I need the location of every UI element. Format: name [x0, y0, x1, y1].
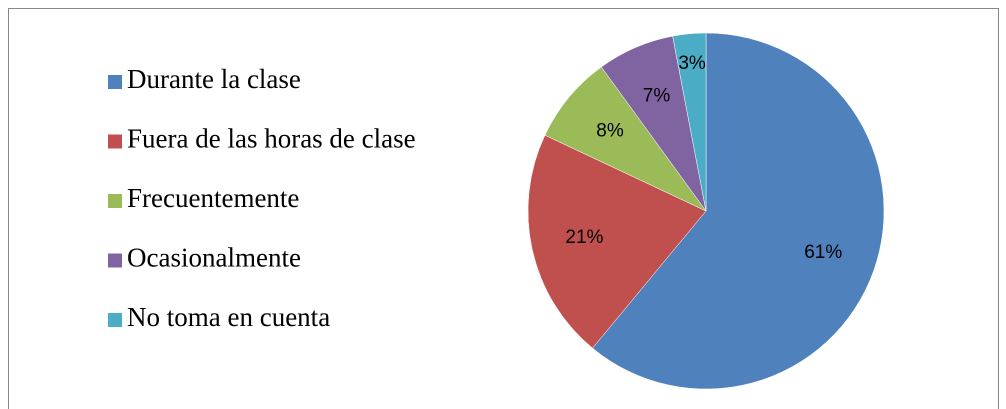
- data-label: 21%: [565, 227, 603, 248]
- data-label: 3%: [678, 53, 706, 74]
- pie-slice: [672, 32, 707, 212]
- legend-label: Fuera de las horas de clase: [127, 124, 416, 154]
- legend-swatch: [108, 194, 122, 208]
- pie-slice: [527, 134, 707, 349]
- legend-label: Ocasionalmente: [127, 243, 301, 273]
- data-label: 61%: [804, 242, 842, 263]
- legend-swatch: [108, 134, 122, 149]
- legend-swatch: [108, 75, 122, 89]
- legend-label: No toma en cuenta: [127, 302, 330, 332]
- data-label: 7%: [643, 86, 671, 107]
- legend-label: Frecuentemente: [127, 183, 299, 213]
- data-label: 8%: [596, 121, 624, 142]
- legend-swatch: [108, 253, 122, 268]
- pie-slice: [592, 32, 885, 390]
- legend-label: Durante la clase: [127, 64, 301, 94]
- pie-slice: [544, 66, 707, 212]
- legend-swatch: [108, 313, 122, 327]
